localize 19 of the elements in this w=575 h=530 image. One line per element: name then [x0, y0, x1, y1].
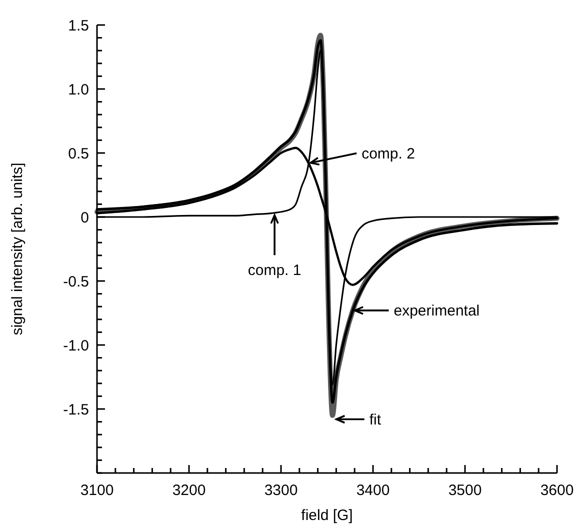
annotation: fit [369, 411, 382, 428]
annotation: experimental [394, 302, 480, 320]
x-tick-label: 3600 [540, 482, 574, 499]
x-axis-title: field [G] [301, 507, 353, 524]
y-tick-label: -1.5 [63, 401, 89, 418]
x-tick-label: 3500 [448, 482, 482, 499]
x-tick-label: 3200 [172, 482, 206, 499]
annotation: comp. 1 [248, 262, 302, 280]
y-tick-label: -1.0 [63, 337, 89, 354]
y-axis-title: signal intensity [arb. units] [9, 162, 26, 336]
y-tick-label: 0 [80, 209, 89, 226]
x-tick-label: 3100 [80, 482, 114, 499]
x-tick-label: 3300 [264, 482, 298, 499]
y-tick-label: -0.5 [63, 273, 89, 290]
x-tick-label: 3400 [356, 482, 390, 499]
y-tick-label: 1.5 [68, 17, 89, 34]
annotation: comp. 2 [362, 145, 415, 162]
y-tick-label: 0.5 [68, 145, 89, 162]
y-tick-label: 1.0 [68, 81, 89, 98]
